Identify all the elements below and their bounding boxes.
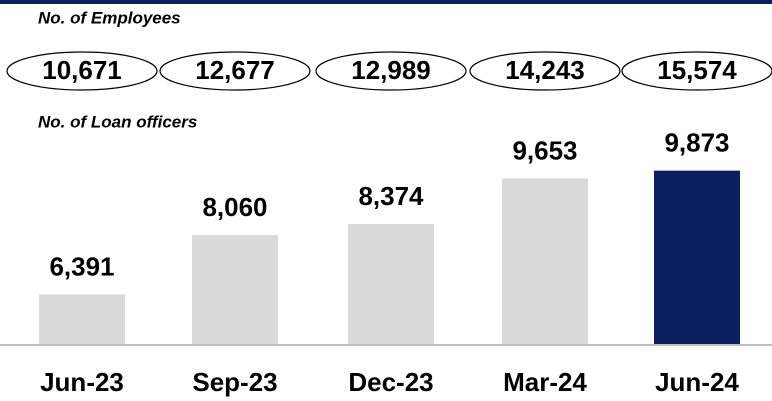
employee-label: 12,989 [351,55,431,85]
value-label: 8,374 [358,181,424,211]
bar [39,294,125,344]
employee-label: 12,677 [195,55,275,85]
employees-heading: No. of Employees [38,8,181,27]
bar [192,235,278,344]
employee-bubble [6,51,158,91]
x-tick-label: Sep-23 [192,367,277,397]
bar [502,178,588,344]
value-label: 8,060 [202,192,267,222]
loan-officers-heading: No. of Loan officers [38,112,197,131]
x-tick-label: Jun-23 [40,367,124,397]
employee-bubble [621,51,772,91]
x-tick-label: Mar-24 [503,367,587,397]
value-label: 9,873 [664,128,729,158]
employee-bubble [159,51,311,91]
employee-label: 10,671 [42,55,122,85]
employee-label: 15,574 [657,55,737,85]
bar [348,223,434,344]
value-label: 6,391 [49,251,114,281]
x-tick-label: Dec-23 [348,367,433,397]
x-tick-label: Jun-24 [655,367,739,397]
employee-label: 14,243 [505,55,585,85]
top-rule [0,0,772,4]
employee-bubble [469,51,621,91]
value-label: 9,653 [512,135,577,165]
bar [654,170,740,344]
employee-bubble [315,51,467,91]
